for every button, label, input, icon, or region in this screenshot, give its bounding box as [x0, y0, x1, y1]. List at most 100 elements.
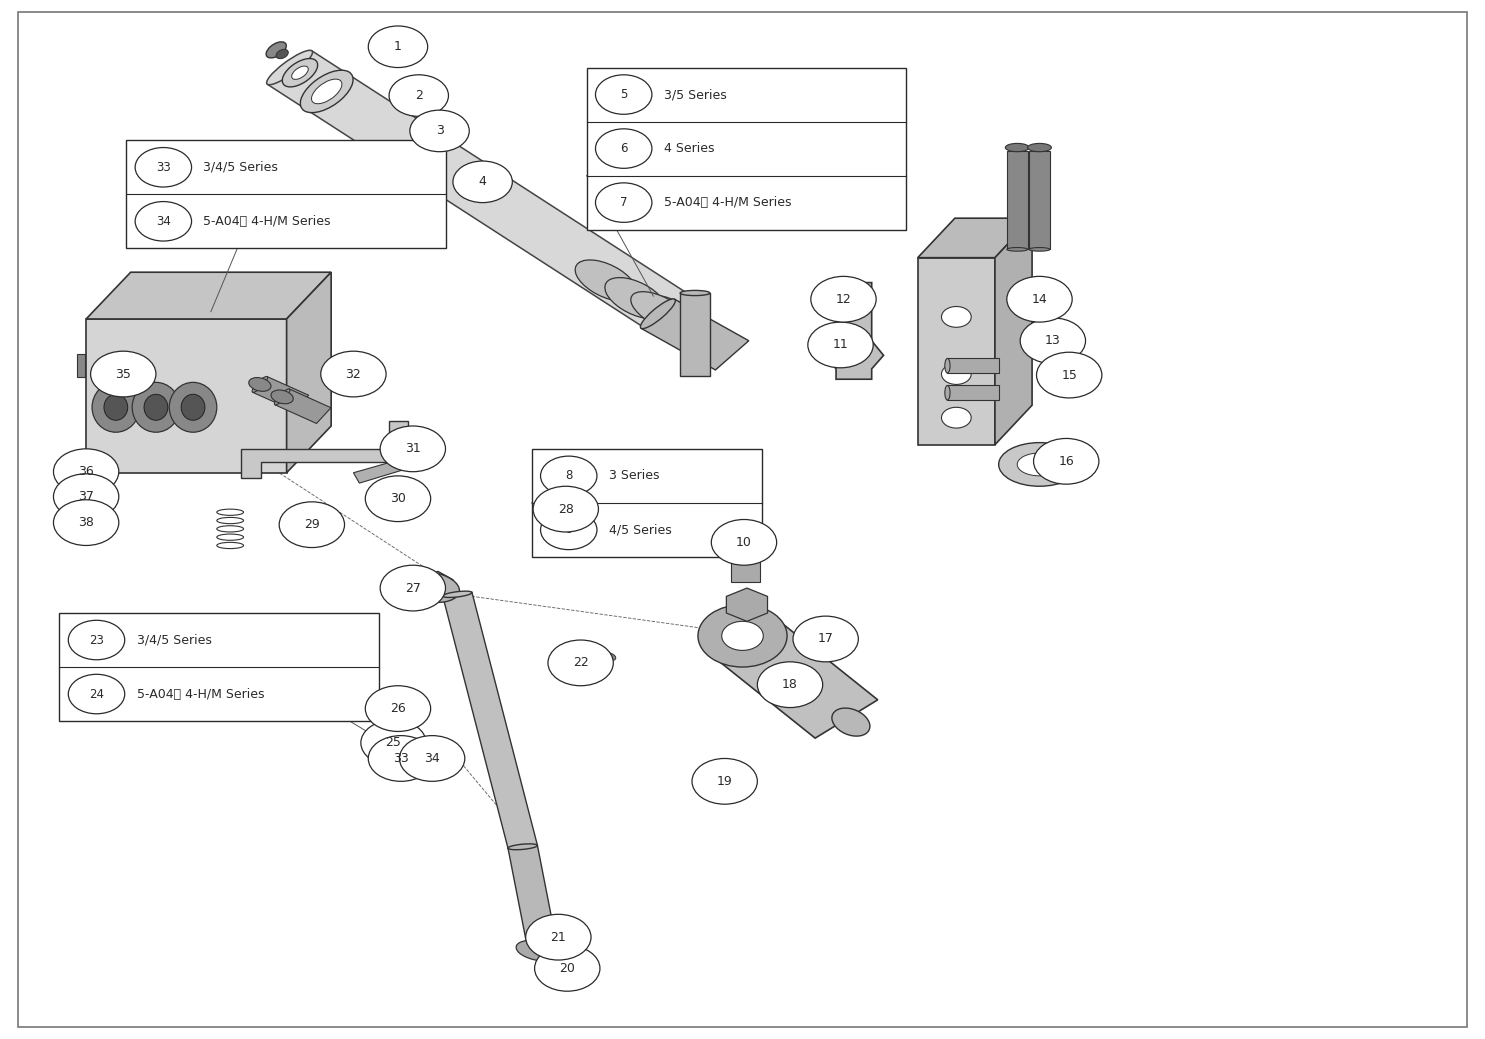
- Circle shape: [453, 161, 512, 203]
- Polygon shape: [711, 617, 878, 738]
- Text: 5-A04、 4-H/M Series: 5-A04、 4-H/M Series: [203, 215, 331, 228]
- Circle shape: [548, 640, 613, 686]
- Text: 3/4/5 Series: 3/4/5 Series: [203, 161, 278, 174]
- Circle shape: [135, 148, 192, 187]
- Ellipse shape: [300, 71, 353, 112]
- Polygon shape: [680, 293, 710, 376]
- Text: 11: 11: [833, 339, 848, 351]
- Polygon shape: [824, 283, 884, 379]
- Text: 3 Series: 3 Series: [609, 470, 659, 482]
- Ellipse shape: [1017, 453, 1062, 476]
- Ellipse shape: [604, 277, 667, 319]
- Circle shape: [389, 75, 448, 116]
- Circle shape: [595, 129, 652, 168]
- Polygon shape: [62, 451, 97, 470]
- Ellipse shape: [643, 295, 708, 339]
- Circle shape: [135, 202, 192, 241]
- Circle shape: [279, 502, 345, 548]
- Circle shape: [380, 426, 446, 472]
- Bar: [59, 613, 379, 721]
- Circle shape: [1037, 352, 1102, 398]
- Text: 7: 7: [619, 196, 628, 209]
- Polygon shape: [241, 421, 408, 478]
- Polygon shape: [731, 553, 760, 582]
- Ellipse shape: [631, 292, 691, 331]
- Polygon shape: [443, 592, 538, 849]
- Text: 12: 12: [836, 293, 851, 305]
- Text: 25: 25: [386, 737, 401, 749]
- Ellipse shape: [402, 571, 459, 603]
- Text: 30: 30: [391, 492, 405, 505]
- Ellipse shape: [272, 390, 293, 404]
- Text: 32: 32: [346, 368, 361, 380]
- Circle shape: [698, 605, 787, 667]
- Polygon shape: [508, 846, 557, 947]
- Circle shape: [793, 616, 858, 662]
- Text: 17: 17: [818, 633, 833, 645]
- Circle shape: [541, 456, 597, 496]
- Ellipse shape: [104, 395, 128, 421]
- Polygon shape: [287, 272, 331, 473]
- Circle shape: [526, 914, 591, 960]
- Polygon shape: [1029, 151, 1050, 249]
- Text: 28: 28: [558, 503, 573, 515]
- Ellipse shape: [249, 377, 270, 392]
- Circle shape: [361, 720, 426, 766]
- Polygon shape: [642, 299, 748, 370]
- Circle shape: [1007, 276, 1072, 322]
- Text: 37: 37: [79, 490, 94, 503]
- Polygon shape: [820, 291, 854, 312]
- Circle shape: [941, 407, 971, 428]
- Circle shape: [399, 736, 465, 781]
- Ellipse shape: [144, 395, 168, 421]
- Ellipse shape: [443, 591, 472, 597]
- Ellipse shape: [998, 443, 1081, 486]
- Circle shape: [91, 351, 156, 397]
- Ellipse shape: [944, 385, 950, 400]
- Text: 29: 29: [304, 518, 319, 531]
- Text: 27: 27: [405, 582, 420, 594]
- Text: 31: 31: [405, 443, 420, 455]
- Circle shape: [53, 449, 119, 495]
- Polygon shape: [62, 501, 97, 522]
- Ellipse shape: [575, 260, 637, 301]
- Polygon shape: [62, 486, 97, 497]
- Ellipse shape: [832, 709, 870, 736]
- Circle shape: [1020, 318, 1086, 364]
- Ellipse shape: [291, 66, 309, 79]
- Text: 5-A04、 4-H/M Series: 5-A04、 4-H/M Series: [137, 688, 264, 700]
- Circle shape: [941, 364, 971, 384]
- Bar: [126, 140, 446, 248]
- Text: 4 Series: 4 Series: [664, 142, 714, 155]
- Bar: [86, 319, 287, 473]
- Ellipse shape: [680, 291, 710, 295]
- Ellipse shape: [1007, 247, 1028, 251]
- Text: 19: 19: [717, 775, 732, 788]
- Circle shape: [368, 736, 434, 781]
- FancyBboxPatch shape: [18, 12, 1467, 1027]
- Ellipse shape: [710, 616, 775, 656]
- Ellipse shape: [282, 58, 318, 87]
- Polygon shape: [353, 459, 404, 483]
- Polygon shape: [252, 376, 309, 411]
- Text: 33: 33: [394, 752, 408, 765]
- Text: 13: 13: [1045, 335, 1060, 347]
- Text: 3/5 Series: 3/5 Series: [664, 88, 726, 101]
- Circle shape: [380, 565, 446, 611]
- Polygon shape: [275, 389, 331, 424]
- Circle shape: [595, 75, 652, 114]
- Circle shape: [368, 26, 428, 68]
- Polygon shape: [947, 358, 999, 373]
- Circle shape: [53, 474, 119, 520]
- Circle shape: [811, 276, 876, 322]
- Bar: [77, 354, 85, 377]
- Ellipse shape: [276, 50, 288, 58]
- Circle shape: [757, 662, 823, 708]
- Circle shape: [68, 620, 125, 660]
- Text: 34: 34: [425, 752, 440, 765]
- Circle shape: [808, 322, 873, 368]
- Text: 34: 34: [156, 215, 171, 228]
- Ellipse shape: [275, 389, 290, 405]
- Text: 20: 20: [560, 962, 575, 975]
- Polygon shape: [714, 763, 735, 793]
